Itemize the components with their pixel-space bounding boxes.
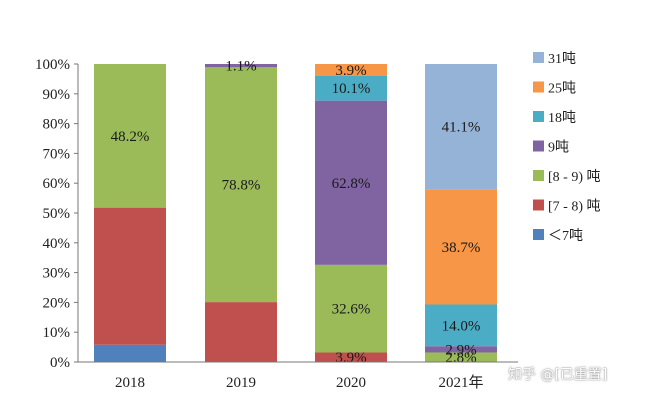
y-tick-label: 20% [43, 295, 71, 311]
legend-swatch-8-9-吨 [533, 170, 544, 181]
data-label: 3.9% [335, 350, 366, 366]
bar-2019-9吨 [205, 64, 277, 68]
bars-layer [94, 64, 497, 362]
data-label: 3.9% [335, 63, 366, 79]
legend-swatch-7吨 [533, 229, 544, 240]
bar-2019-7-8-吨 [205, 302, 277, 362]
legend-label-25吨: 25吨 [548, 81, 576, 97]
y-tick-label: 0% [50, 355, 70, 371]
legend-swatch-7-8-吨 [533, 199, 544, 211]
legend-label-8-9-吨: [8 - 9) 吨 [548, 169, 601, 185]
bar-2020-25吨 [315, 64, 387, 76]
legend-label-7吨: ＜7吨 [548, 228, 583, 244]
data-label: 14.0% [442, 318, 481, 334]
data-label: 2.8% [445, 350, 476, 366]
data-labels-layer: 48.2% 1.1% 78.8% 3.9% 10.1% 62.8% 32.6% 3.9% 41.… [111, 59, 481, 367]
bar-2021年-8-9-吨 [425, 352, 497, 362]
data-label: 10.1% [332, 81, 371, 97]
y-tick-label: 90% [43, 87, 71, 103]
bar-2021年-18吨 [425, 304, 497, 347]
legend-label-9吨: 9吨 [548, 140, 569, 156]
y-tick-label: 30% [43, 266, 71, 282]
bar-2021年-31吨 [425, 64, 497, 190]
y-tick-label: 60% [43, 176, 71, 192]
x-tick-label: 2021年 [438, 374, 483, 391]
x-tick-label: 2019 [226, 375, 256, 391]
y-tick-label: 40% [43, 236, 71, 252]
bar-2021年-25吨 [425, 189, 497, 305]
bar-2020-8-9-吨 [315, 264, 387, 353]
axes-layer: 0% 10% 20% 30% 40% 50% 60% 70% 80% 90% 100% 2018 201… [35, 57, 518, 391]
data-label: 1.1% [225, 59, 256, 75]
bar-2020-7-8-吨 [315, 352, 387, 362]
x-tick-label: 2020 [336, 375, 366, 391]
bar-2021年-9吨 [425, 346, 497, 353]
y-tick-label: 80% [43, 117, 71, 133]
data-label: 78.8% [222, 178, 261, 194]
legend: 31吨 25吨 18吨 9吨 [8 - 9) 吨 [7 - 8) 吨 ＜7吨 [533, 51, 601, 244]
y-tick-label: 70% [43, 146, 71, 162]
bar-2020-18吨 [315, 75, 387, 101]
bar-2018-7-8-吨 [94, 207, 166, 345]
y-tick-label: 10% [43, 325, 71, 341]
bar-2018-7吨 [94, 344, 166, 362]
bar-2020-9吨 [315, 100, 387, 265]
y-tick-label: 100% [35, 57, 70, 73]
x-tick-label: 2018 [115, 375, 145, 391]
legend-swatch-25吨 [533, 81, 544, 93]
data-label: 32.6% [332, 302, 371, 318]
legend-swatch-31吨 [533, 52, 544, 63]
legend-swatch-9吨 [533, 140, 544, 152]
data-label: 38.7% [442, 240, 481, 256]
data-label: 2.9% [445, 342, 476, 358]
y-tick-label: 50% [43, 206, 71, 222]
legend-label-31吨: 31吨 [548, 51, 576, 67]
bar-2018-8-9-吨 [94, 64, 166, 208]
legend-label-18吨: 18吨 [548, 110, 576, 126]
data-label: 62.8% [332, 176, 371, 192]
legend-swatch-18吨 [533, 111, 544, 122]
legend-label-7-8-吨: [7 - 8) 吨 [548, 199, 601, 215]
bar-2019-8-9-吨 [205, 67, 277, 303]
watermark: 知乎 @[已重置] [508, 367, 608, 383]
data-label: 41.1% [442, 120, 481, 136]
data-label: 48.2% [111, 129, 150, 145]
